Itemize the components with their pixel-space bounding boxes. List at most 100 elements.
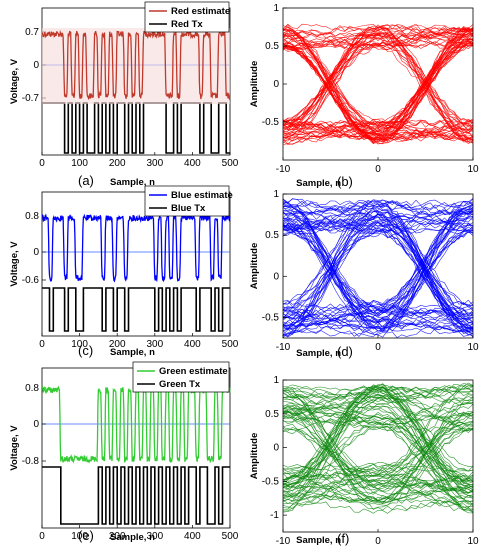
eye-trace — [282, 216, 474, 326]
legend-label-tx: Red Tx — [171, 19, 203, 30]
x-axis-label: Sample, n — [110, 177, 155, 188]
y-axis-label: Voltage, V — [9, 58, 20, 104]
panel-caption: (f) — [337, 531, 349, 546]
eye-trace — [282, 199, 474, 237]
eye-trace — [282, 399, 474, 504]
x-tick-label: 400 — [184, 158, 201, 169]
x-tick-label: 500 — [222, 339, 239, 350]
eye-trace — [282, 200, 474, 232]
eye-trace — [282, 203, 474, 319]
eye-trace — [282, 28, 474, 132]
eye-trace — [282, 209, 474, 330]
x-axis-label: Sample, n — [110, 347, 155, 358]
y-tick-label: -0.5 — [262, 312, 280, 323]
y-axis-label: Voltage, V — [9, 425, 20, 471]
y-tick-label: 0.5 — [265, 230, 279, 241]
x-tick-label: -10 — [276, 342, 291, 353]
eye-trace — [282, 37, 474, 143]
y-tick-label: -0.8 — [22, 456, 40, 467]
eye-trace — [282, 228, 474, 337]
y-tick-label: 0.5 — [265, 41, 279, 52]
eye-trace — [282, 223, 474, 319]
eye-trace — [282, 222, 474, 334]
eye-trace — [282, 409, 474, 489]
eye-trace — [283, 203, 474, 317]
eye-trace — [282, 210, 474, 329]
eye-trace — [282, 28, 474, 139]
eye-trace — [282, 122, 474, 140]
legend-label-estimate: Blue estimate — [171, 190, 233, 201]
eye-trace — [282, 26, 474, 47]
eye-trace — [282, 388, 474, 490]
eye-plot-3: 1 0.5 0 -0.5 -1 -10 0 10 Amplitude (f)Sample, n — [249, 375, 479, 547]
y-tick-label: 0.8 — [25, 211, 39, 222]
estimate-waveform — [41, 212, 231, 283]
plot-frame — [41, 191, 231, 337]
eye-trace — [282, 396, 474, 422]
x-tick-label: 0 — [39, 158, 45, 169]
eye-trace — [282, 385, 474, 489]
x-tick-label: 10 — [467, 164, 479, 175]
eye-trace — [282, 405, 474, 493]
eye-trace — [282, 414, 474, 484]
x-tick-label: 400 — [184, 339, 201, 350]
x-tick-label: 100 — [71, 339, 88, 350]
x-axis-label: Sample, n — [296, 348, 341, 359]
eye-trace — [283, 410, 474, 511]
panel-caption: (c) — [78, 343, 93, 358]
y-tick-label: 0.8 — [25, 383, 39, 394]
y-tick-label: 1 — [273, 375, 279, 386]
y-tick-label: 0 — [273, 79, 279, 90]
eye-trace — [282, 222, 474, 321]
eye-trace — [282, 478, 474, 492]
y-axis-label: Amplitude — [249, 243, 260, 289]
eye-trace — [282, 206, 474, 338]
x-tick-label: 10 — [467, 536, 479, 547]
x-tick-label: 200 — [109, 339, 126, 350]
eye-trace — [282, 388, 474, 487]
eye-trace — [282, 225, 474, 338]
legend-box — [132, 361, 230, 393]
x-tick-label: -10 — [276, 164, 291, 175]
eye-trace — [282, 388, 474, 511]
legend: Green estimate Green Tx — [132, 361, 230, 393]
eye-trace — [282, 32, 474, 142]
y-tick-label: 0.5 — [265, 409, 279, 420]
x-tick-label: 400 — [184, 531, 201, 542]
y-tick-label: 1 — [273, 3, 279, 14]
x-axis-label: Sample, n — [296, 178, 341, 189]
eye-trace — [282, 465, 474, 502]
eye-trace — [282, 231, 474, 332]
x-tick-label: 300 — [146, 158, 163, 169]
eye-trace — [282, 27, 474, 145]
eye-trace — [282, 385, 474, 486]
eye-trace — [282, 402, 474, 483]
eye-trace — [282, 31, 474, 138]
eye-trace — [282, 26, 474, 144]
tx-waveform — [42, 287, 230, 332]
eye-trace — [282, 485, 474, 502]
x-tick-label: 300 — [146, 531, 163, 542]
eye-trace — [282, 33, 474, 125]
eye-traces — [282, 198, 474, 338]
eye-trace — [282, 40, 474, 140]
x-tick-label: 0 — [39, 531, 45, 542]
panel-caption: (e) — [78, 528, 94, 543]
x-tick-label: 0 — [375, 164, 381, 175]
y-tick-label: -0.5 — [262, 117, 280, 128]
eye-trace — [282, 392, 474, 513]
y-tick-label: 0 — [33, 419, 39, 430]
eye-traces — [282, 23, 474, 146]
eye-trace — [282, 37, 474, 134]
eye-trace — [282, 202, 474, 330]
eye-trace — [282, 385, 474, 486]
eye-trace — [282, 476, 474, 506]
legend-box — [144, 185, 230, 217]
eye-trace — [282, 220, 474, 337]
eye-trace — [282, 211, 474, 337]
eye-trace — [282, 38, 474, 141]
legend-label-estimate: Red estimate — [171, 6, 230, 17]
eye-trace — [282, 24, 474, 130]
legend-label-estimate: Green estimate — [159, 366, 228, 377]
